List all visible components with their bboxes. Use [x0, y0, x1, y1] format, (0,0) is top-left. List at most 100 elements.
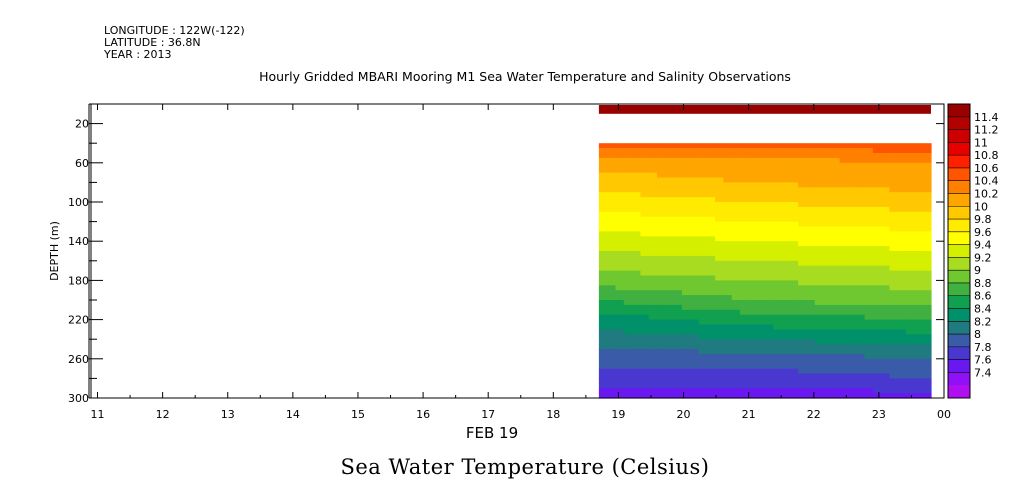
heatmap-cell: [839, 304, 849, 311]
heatmap-cell: [906, 349, 915, 355]
heatmap-cell: [889, 172, 899, 179]
heatmap-cell: [831, 246, 841, 252]
heatmap-cell: [723, 192, 733, 198]
heatmap-cell: [748, 241, 758, 247]
heatmap-cell: [623, 275, 633, 281]
heatmap-cell: [648, 260, 658, 267]
heatmap-cell: [897, 309, 907, 316]
heatmap-cell: [823, 363, 832, 370]
heatmap-cell: [798, 339, 808, 345]
heatmap-cell: [872, 285, 882, 291]
heatmap-cell: [789, 206, 799, 213]
heatmap-cell: [839, 353, 849, 360]
heatmap-cell: [864, 216, 874, 223]
heatmap-cell: [839, 192, 849, 198]
heatmap-cell: [773, 260, 783, 267]
heatmap-cell: [648, 270, 658, 277]
heatmap-cell: [823, 167, 832, 174]
heatmap-cell: [764, 202, 774, 208]
longitude-label: LONGITUDE : 122W(-122): [104, 24, 245, 37]
heatmap-cell: [756, 182, 766, 188]
heatmap-cell: [698, 368, 708, 375]
heatmap-cell: [906, 226, 915, 232]
heatmap-cell: [864, 265, 874, 272]
heatmap-cell: [856, 206, 866, 213]
heatmap-cell: [764, 295, 774, 301]
heatmap-cell: [781, 290, 791, 296]
heatmap-cell: [806, 270, 816, 277]
heatmap-cell: [847, 270, 857, 277]
heatmap-cell: [856, 368, 866, 375]
heatmap-cell: [856, 260, 866, 267]
heatmap-cell: [764, 324, 774, 330]
heatmap-cell: [715, 251, 725, 257]
heatmap-cell: [615, 260, 625, 267]
heatmap-cell: [748, 368, 758, 375]
heatmap-cell: [839, 251, 849, 257]
heatmap-cell: [889, 275, 899, 281]
heatmap-cell: [806, 236, 816, 242]
heatmap-cell: [814, 373, 824, 379]
heatmap-cell: [781, 265, 791, 272]
heatmap-cell: [731, 339, 741, 345]
heatmap-cell: [698, 226, 708, 232]
heatmap-cell: [715, 329, 725, 335]
heatmap-cell: [648, 314, 658, 321]
heatmap-cell: [673, 270, 683, 277]
heatmap-cell: [823, 339, 832, 345]
heatmap-cell: [823, 153, 832, 159]
heatmap-cell: [872, 270, 882, 277]
heatmap-cell: [715, 246, 725, 252]
heatmap-cell: [847, 353, 857, 360]
heatmap-cell: [914, 393, 924, 399]
heatmap-cell: [864, 324, 874, 330]
heatmap-cell: [906, 304, 915, 311]
heatmap-cell: [814, 275, 824, 281]
heatmap-cell: [681, 148, 691, 154]
colorbar-label: 9: [974, 264, 981, 277]
heatmap-cell: [889, 334, 899, 340]
heatmap-cell: [922, 393, 932, 399]
heatmap-cell: [847, 344, 857, 350]
heatmap-cell: [831, 309, 841, 316]
heatmap-cell: [640, 373, 650, 379]
heatmap-cell: [839, 334, 849, 340]
heatmap-cell: [764, 275, 774, 281]
heatmap-cell: [748, 221, 758, 228]
heatmap-cell: [906, 241, 915, 247]
heatmap-cell: [922, 187, 932, 193]
heatmap-cell: [731, 177, 741, 183]
heatmap-cell: [881, 383, 891, 389]
heatmap-cell: [856, 177, 866, 183]
heatmap-cell: [706, 324, 716, 330]
heatmap-cell: [740, 192, 749, 198]
heatmap-cell: [607, 329, 617, 335]
heatmap-cell: [872, 329, 882, 335]
heatmap-cell: [764, 393, 774, 399]
heatmap-cell: [607, 177, 617, 183]
heatmap-cell: [831, 260, 841, 267]
heatmap-cell: [648, 206, 658, 213]
heatmap-cell: [781, 202, 791, 208]
heatmap-cell: [665, 295, 675, 301]
heatmap-cell: [881, 300, 891, 306]
heatmap-cell: [864, 339, 874, 345]
heatmap-cell: [872, 295, 882, 301]
heatmap-cell: [715, 378, 725, 384]
heatmap-cell: [632, 270, 642, 277]
heatmap-cell: [889, 197, 899, 203]
heatmap-cell: [698, 187, 708, 193]
heatmap-cell: [748, 353, 758, 360]
heatmap-cell: [706, 275, 716, 281]
heatmap-cell: [922, 275, 932, 281]
heatmap-cell: [889, 202, 899, 208]
heatmap-cell: [690, 334, 700, 340]
heatmap-cell: [914, 162, 924, 169]
heatmap-cell: [789, 275, 799, 281]
heatmap-cell: [665, 255, 675, 262]
heatmap-cell: [681, 290, 691, 296]
heatmap-cell: [756, 339, 766, 345]
heatmap-cell: [615, 246, 625, 252]
heatmap-cell: [632, 309, 642, 316]
colorbar-swatch: [948, 219, 970, 233]
